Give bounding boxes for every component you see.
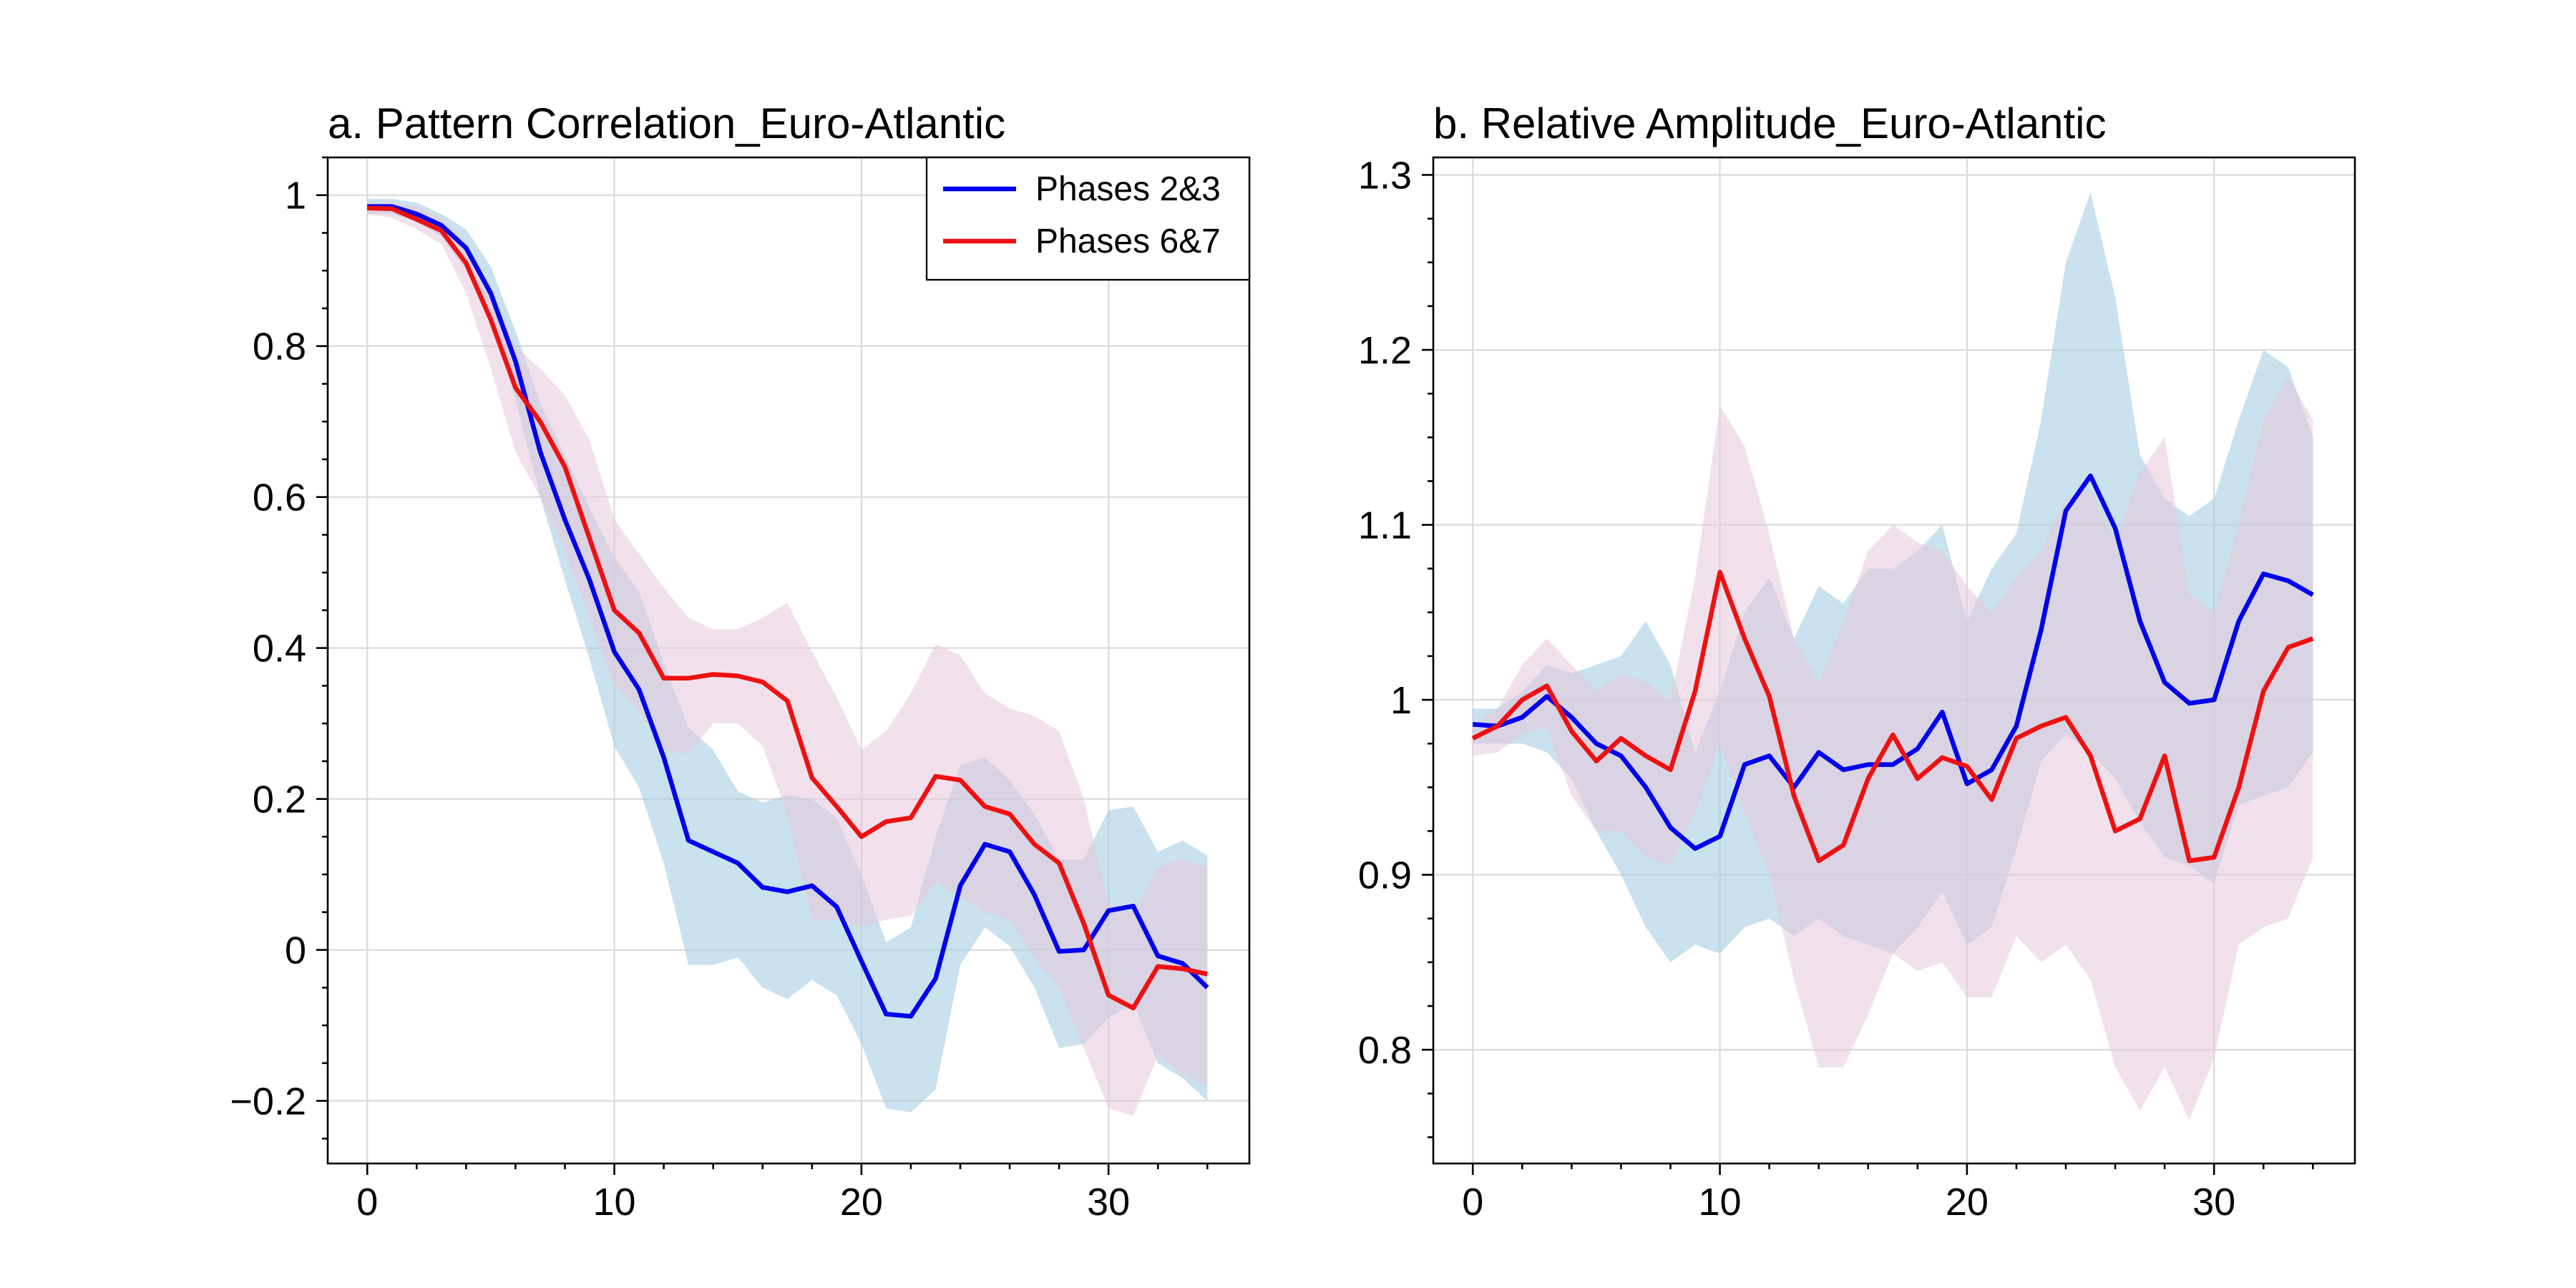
panel-a-y-tick-label: 1 bbox=[285, 175, 306, 218]
panel-a-x-tick-label: 30 bbox=[1087, 1181, 1130, 1224]
panel-a-line-phases-6-7 bbox=[367, 205, 1208, 1010]
panel-b-series-lines bbox=[1471, 473, 2314, 864]
panel-a-x-tick-label: 0 bbox=[356, 1181, 378, 1224]
panel-a-y-tick-label: 0.2 bbox=[253, 779, 306, 821]
panel-a-x-tick-label: 10 bbox=[593, 1181, 636, 1224]
panel-b-x-tick-label: 20 bbox=[1946, 1181, 1989, 1224]
panel-b-ticks: 0 10 20 30 0.8 0.9 1 1.1 1.2 1.3 bbox=[1358, 154, 2314, 1224]
panel-a-series-lines bbox=[367, 204, 1209, 1019]
panel-b-line-phases-2-3 bbox=[1472, 473, 2314, 852]
panel-b-x-tick-label: 10 bbox=[1699, 1181, 1742, 1224]
panel-pattern-correlation: a. Pattern Correlation_Euro-Atlantic 0 10… bbox=[230, 99, 1251, 1224]
panel-b-y-tick-label: 1.1 bbox=[1358, 504, 1412, 547]
panel-a-y-tick-label: 0.8 bbox=[253, 326, 306, 369]
panel-b-y-tick-label: 1 bbox=[1390, 679, 1412, 722]
panel-a-line-phases-2-3 bbox=[367, 204, 1209, 1019]
panel-b-y-tick-label: 0.9 bbox=[1358, 854, 1412, 897]
panel-b-uncertainty-bands bbox=[1473, 192, 2313, 1120]
panel-b-axes-frame bbox=[1432, 156, 2356, 1165]
legend-label-phases-6-7: Phases 6&7 bbox=[1035, 223, 1221, 260]
panel-b-y-tick-label: 1.2 bbox=[1358, 329, 1412, 372]
legend-box bbox=[925, 156, 1251, 281]
panel-a-uncertainty-bands bbox=[367, 199, 1208, 1116]
legend-label-phases-2-3: Phases 2&3 bbox=[1035, 170, 1221, 208]
legend: Phases 2&3 Phases 6&7 bbox=[925, 156, 1251, 281]
panel-b-y-tick-label: 1.3 bbox=[1358, 154, 1412, 197]
panel-a-title: a. Pattern Correlation_Euro-Atlantic bbox=[328, 99, 1005, 147]
panel-b-band-phases-6-7 bbox=[1473, 376, 2313, 1120]
panel-a-ticks: 0 10 20 30 −0.2 0 0.2 0.4 0.6 0.8 1 bbox=[230, 156, 1209, 1224]
panel-b-x-tick-label: 0 bbox=[1462, 1181, 1483, 1224]
panel-a-y-tick-label: 0 bbox=[285, 930, 306, 972]
panel-a-band-phases-6-7 bbox=[367, 203, 1208, 1116]
panel-relative-amplitude: b. Relative Amplitude_Euro-Atlantic 0 10 2… bbox=[1358, 99, 2356, 1224]
panel-a-axes-frame bbox=[326, 156, 1251, 1165]
panel-a-x-tick-label: 20 bbox=[840, 1181, 883, 1224]
panel-b-x-tick-label: 30 bbox=[2192, 1181, 2235, 1224]
panel-b-y-tick-label: 0.8 bbox=[1358, 1029, 1412, 1072]
panel-b-title: b. Relative Amplitude_Euro-Atlantic bbox=[1433, 99, 2107, 147]
panel-b-line-phases-6-7 bbox=[1471, 570, 2314, 864]
panel-a-y-tick-label: 0.6 bbox=[253, 477, 306, 519]
panel-a-y-tick-label: 0.4 bbox=[253, 628, 306, 670]
panel-a-y-tick-label: −0.2 bbox=[230, 1080, 306, 1123]
